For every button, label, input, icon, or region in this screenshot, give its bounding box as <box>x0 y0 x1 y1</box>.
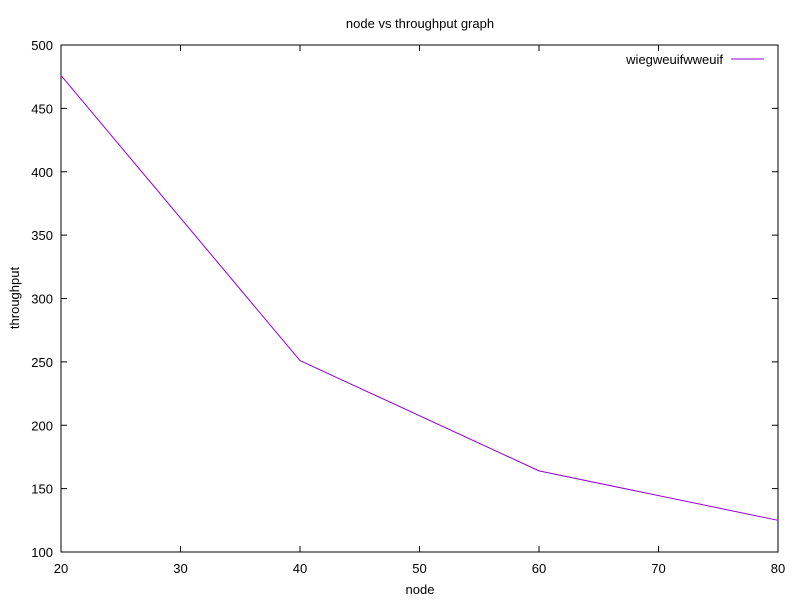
x-tick-label: 30 <box>173 561 187 576</box>
plot-frame <box>60 44 779 553</box>
y-tick-label: 150 <box>31 482 53 497</box>
y-tick-label: 200 <box>31 418 53 433</box>
legend: wiegweuifwweuif <box>625 52 764 67</box>
y-tick-label: 350 <box>31 228 53 243</box>
y-axis-ticks: 100 150 200 250 300 350 400 450 500 <box>31 38 778 560</box>
x-axis-ticks: 20 30 40 50 60 70 80 <box>54 45 785 576</box>
data-point <box>299 360 301 362</box>
data-point <box>538 470 540 472</box>
y-tick-label: 250 <box>31 355 53 370</box>
x-tick-label: 20 <box>54 561 68 576</box>
legend-label: wiegweuifwweuif <box>625 52 723 67</box>
data-point <box>60 74 62 76</box>
y-axis-label: throughput <box>7 267 22 330</box>
x-tick-label: 40 <box>293 561 307 576</box>
y-tick-label: 100 <box>31 545 53 560</box>
data-point <box>777 519 779 521</box>
x-tick-label: 50 <box>412 561 426 576</box>
x-axis-label: node <box>406 582 435 597</box>
series-layer <box>60 74 779 521</box>
x-tick-label: 80 <box>771 561 785 576</box>
chart-title: node vs throughput graph <box>346 16 494 31</box>
y-tick-label: 400 <box>31 165 53 180</box>
y-tick-label: 300 <box>31 292 53 307</box>
series-line <box>60 75 779 521</box>
y-tick-label: 500 <box>31 38 53 53</box>
y-tick-label: 450 <box>31 101 53 116</box>
x-tick-label: 60 <box>532 561 546 576</box>
x-tick-label: 70 <box>651 561 665 576</box>
